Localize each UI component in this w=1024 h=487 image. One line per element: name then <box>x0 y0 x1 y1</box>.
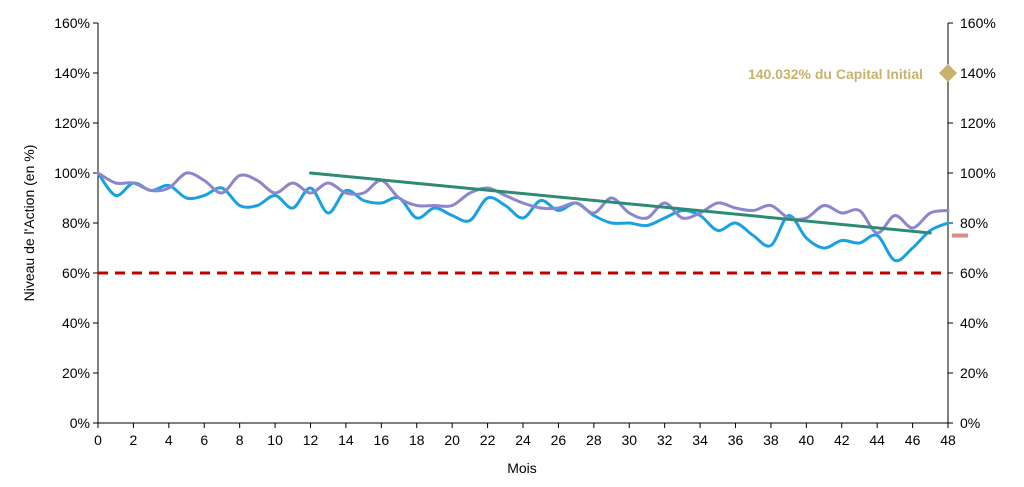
x-tick-label: 46 <box>905 432 921 448</box>
x-tick-label: 26 <box>551 432 567 448</box>
y-tick-label-right: 20% <box>960 365 988 381</box>
x-tick-label: 40 <box>799 432 815 448</box>
x-tick-label: 6 <box>200 432 208 448</box>
x-tick-label: 30 <box>621 432 637 448</box>
x-tick-label: 44 <box>869 432 885 448</box>
y-tick-label-right: 120% <box>960 115 996 131</box>
y-tick-label-right: 140% <box>960 65 996 81</box>
y-tick-label-left: 80% <box>62 215 90 231</box>
y-tick-label-right: 40% <box>960 315 988 331</box>
y-tick-label-right: 100% <box>960 165 996 181</box>
y-tick-label-left: 120% <box>54 115 90 131</box>
x-tick-label: 10 <box>267 432 283 448</box>
x-tick-label: 20 <box>444 432 460 448</box>
x-tick-label: 14 <box>338 432 354 448</box>
x-tick-label: 34 <box>692 432 708 448</box>
y-tick-label-left: 100% <box>54 165 90 181</box>
x-tick-label: 22 <box>480 432 496 448</box>
capital-diamond-marker <box>939 64 957 82</box>
x-tick-label: 4 <box>165 432 173 448</box>
x-tick-label: 8 <box>236 432 244 448</box>
stock-path-blue <box>96 171 950 263</box>
stock-path-purple <box>96 171 950 235</box>
y-tick-label-right: 80% <box>960 215 988 231</box>
x-tick-label: 12 <box>303 432 319 448</box>
y-tick-label-left: 160% <box>54 15 90 31</box>
y-tick-label-left: 0% <box>70 415 90 431</box>
y-tick-label-left: 20% <box>62 365 90 381</box>
y-tick-label-left: 60% <box>62 265 90 281</box>
x-tick-label: 48 <box>940 432 956 448</box>
x-axis-title: Mois <box>507 460 537 476</box>
x-tick-label: 38 <box>763 432 779 448</box>
series-group <box>96 171 950 275</box>
markers-group: 140.032% du Capital Initial <box>748 64 968 238</box>
y-tick-label-left: 140% <box>54 65 90 81</box>
y-tick-label-right: 160% <box>960 15 996 31</box>
x-tick-label: 42 <box>834 432 850 448</box>
axes: 0%20%40%60%80%100%120%140%160%0%20%40%60… <box>54 15 996 448</box>
x-tick-label: 32 <box>657 432 673 448</box>
capital-annotation: 140.032% du Capital Initial <box>748 66 923 82</box>
x-tick-label: 36 <box>728 432 744 448</box>
x-tick-label: 18 <box>409 432 425 448</box>
y-axis-title: Niveau de l'Action (en %) <box>21 145 37 302</box>
y-tick-label-left: 40% <box>62 315 90 331</box>
y-tick-label-right: 0% <box>960 415 980 431</box>
trend-line-green <box>309 171 932 235</box>
x-tick-label: 2 <box>130 432 138 448</box>
x-tick-label: 28 <box>586 432 602 448</box>
y-tick-label-right: 60% <box>960 265 988 281</box>
x-tick-label: 24 <box>515 432 531 448</box>
x-tick-label: 16 <box>374 432 390 448</box>
x-tick-label: 0 <box>94 432 102 448</box>
